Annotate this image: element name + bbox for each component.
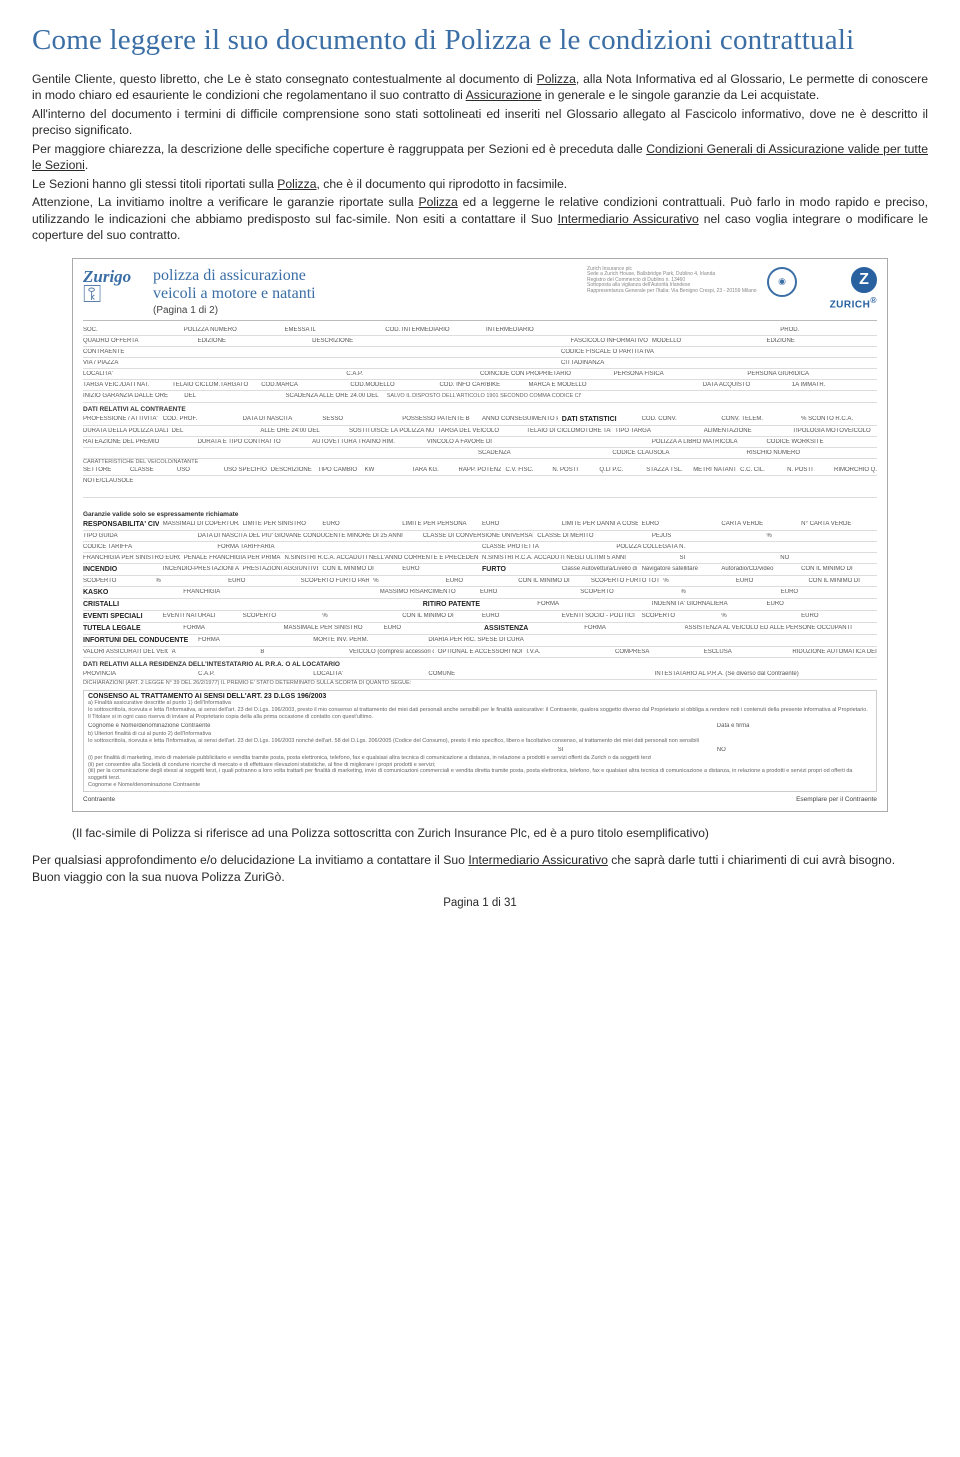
form-row: RATEAZIONE DEL PREMIO DURATA E TIPO CONT… [83, 437, 877, 448]
outro-p1: Per qualsiasi approfondimento e/o deluci… [32, 852, 928, 868]
intro-p2: All'interno del documento i termini di d… [32, 106, 928, 139]
form-footer: Contraente Esemplare per il Contraente [83, 796, 877, 803]
outro-p2: Buon viaggio con la sua nuova Polizza Zu… [32, 869, 928, 885]
facsimile-form: Zurigo ⚿ polizza di assicurazione veicol… [72, 258, 888, 812]
row-valori: VALORI ASSICURATI DEL VEICOLO/NATANTE A … [83, 647, 877, 658]
section-garanzie: Garanzie valide solo se espressamente ri… [83, 508, 877, 519]
row-caratteristiche-label: CARATTERISTICHE DEL VEICOLO/NATANTE [83, 459, 877, 466]
form-row-note: NOTE/CLAUSOLE [83, 476, 877, 498]
form-header: Zurigo ⚿ polizza di assicurazione veicol… [83, 267, 877, 321]
garanzia-infortuni: INFORTUNI DEL CONDUCENTE FORMA MORTE INV… [83, 635, 877, 647]
form-page: (Pagina 1 di 2) [153, 305, 577, 316]
garanzia-kasko: KASKO FRANCHIGIA MASSIMO RISARCIMENTO EU… [83, 587, 877, 599]
form-row: SETTORE CLASSE USO USO SPECIFICO DESCRIZ… [83, 465, 877, 476]
section-residenza: DATI RELATIVI ALLA RESIDENZA DELL'INTEST… [83, 658, 877, 669]
form-row: LOCALITA' C.A.P. COINCIDE CON PROPRIETAR… [83, 369, 877, 380]
form-row: VIA / PIAZZA CITTADINANZA [83, 358, 877, 369]
form-row: TIPO GUIDA DATA DI NASCITA DEL PIU' GIOV… [83, 531, 877, 542]
garanzia-eventi: EVENTI SPECIALI EVENTI NATURALI SCOPERTO… [83, 611, 877, 623]
facsimile-caption: (Il fac-simile di Polizza si riferisce a… [72, 826, 888, 840]
intro-p3: Per maggiore chiarezza, la descrizione d… [32, 141, 928, 174]
garanzia-cristalli: CRISTALLI RITIRO PATENTE FORMA INDENNITA… [83, 599, 877, 611]
key-icon: ⚿ [83, 287, 143, 304]
form-row: SOC. POLIZZA NUMERO EMESSA IL COD. INTER… [83, 325, 877, 336]
zurich-brand: ZURICH® [807, 295, 877, 310]
form-title-2: veicoli a motore e natanti [153, 285, 577, 303]
form-row: CODICE TARIFFA FORMA TARIFFARIA CLASSE P… [83, 542, 877, 553]
form-row: CONTRAENTE CODICE FISCALE O PARTITA IVA [83, 347, 877, 358]
form-row: SCOPERTO % EURO SCOPERTO FURTO PARZIALE … [83, 576, 877, 587]
form-row: INIZIO GARANZIA DALLE ORE DEL SCADENZA A… [83, 391, 877, 403]
form-row: FRANCHIGIA PER SINISTRO EURO PENALE FRAN… [83, 553, 877, 564]
page-number: Pagina 1 di 31 [32, 897, 928, 909]
consent-box: CONSENSO AL TRATTAMENTO AI SENSI DELL'AR… [83, 690, 877, 792]
page-title: Come leggere il suo documento di Polizza… [32, 24, 928, 57]
garanzia-tutela: TUTELA LEGALE FORMA MASSIMALE PER SINIST… [83, 623, 877, 635]
form-title-1: polizza di assicurazione [153, 267, 577, 285]
form-row: SCADENZA CODICE CLAUSOLA RISCHIO NUMERO [83, 448, 877, 459]
form-row: DURATA DELLA POLIZZA DALLE ORE DEL ALLE … [83, 426, 877, 437]
intro-p4: Le Sezioni hanno gli stessi titoli ripor… [32, 176, 928, 192]
form-row: QUADRO OFFERTA EDIZIONE DESCRIZIONE FASC… [83, 336, 877, 347]
seal-icon: ◉ [767, 267, 797, 297]
form-row: TARGA VEIC./DATI NAT. TELAIO CICLOM.TARG… [83, 380, 877, 391]
intro-p5: Attenzione, La invitiamo inoltre a verif… [32, 194, 928, 243]
form-row: PROVINCIA C.A.P. LOCALITA' COMUNE INTEST… [83, 669, 877, 680]
header-legal-text: Zurich Insurance plcSede a Zurich House,… [587, 267, 757, 295]
form-row: PROFESSIONE / ATTIVITA' COD. PROF. DATA … [83, 414, 877, 426]
intro-p1: Gentile Cliente, questo libretto, che Le… [32, 71, 928, 104]
garanzia-rc: RESPONSABILITA' CIVILE verso terzi MASSI… [83, 519, 877, 531]
garanzia-incendio: INCENDIO INCENDIO-PRESTAZIONI AGGIUNTIVE… [83, 564, 877, 576]
section-dichiarazioni: DICHIARAZIONI (ART. 2 LEGGE N° 39 DEL 26… [83, 680, 877, 687]
zurich-logo-icon: Z [851, 267, 877, 293]
section-dati-contraente: DATI RELATIVI AL CONTRAENTE [83, 403, 877, 414]
